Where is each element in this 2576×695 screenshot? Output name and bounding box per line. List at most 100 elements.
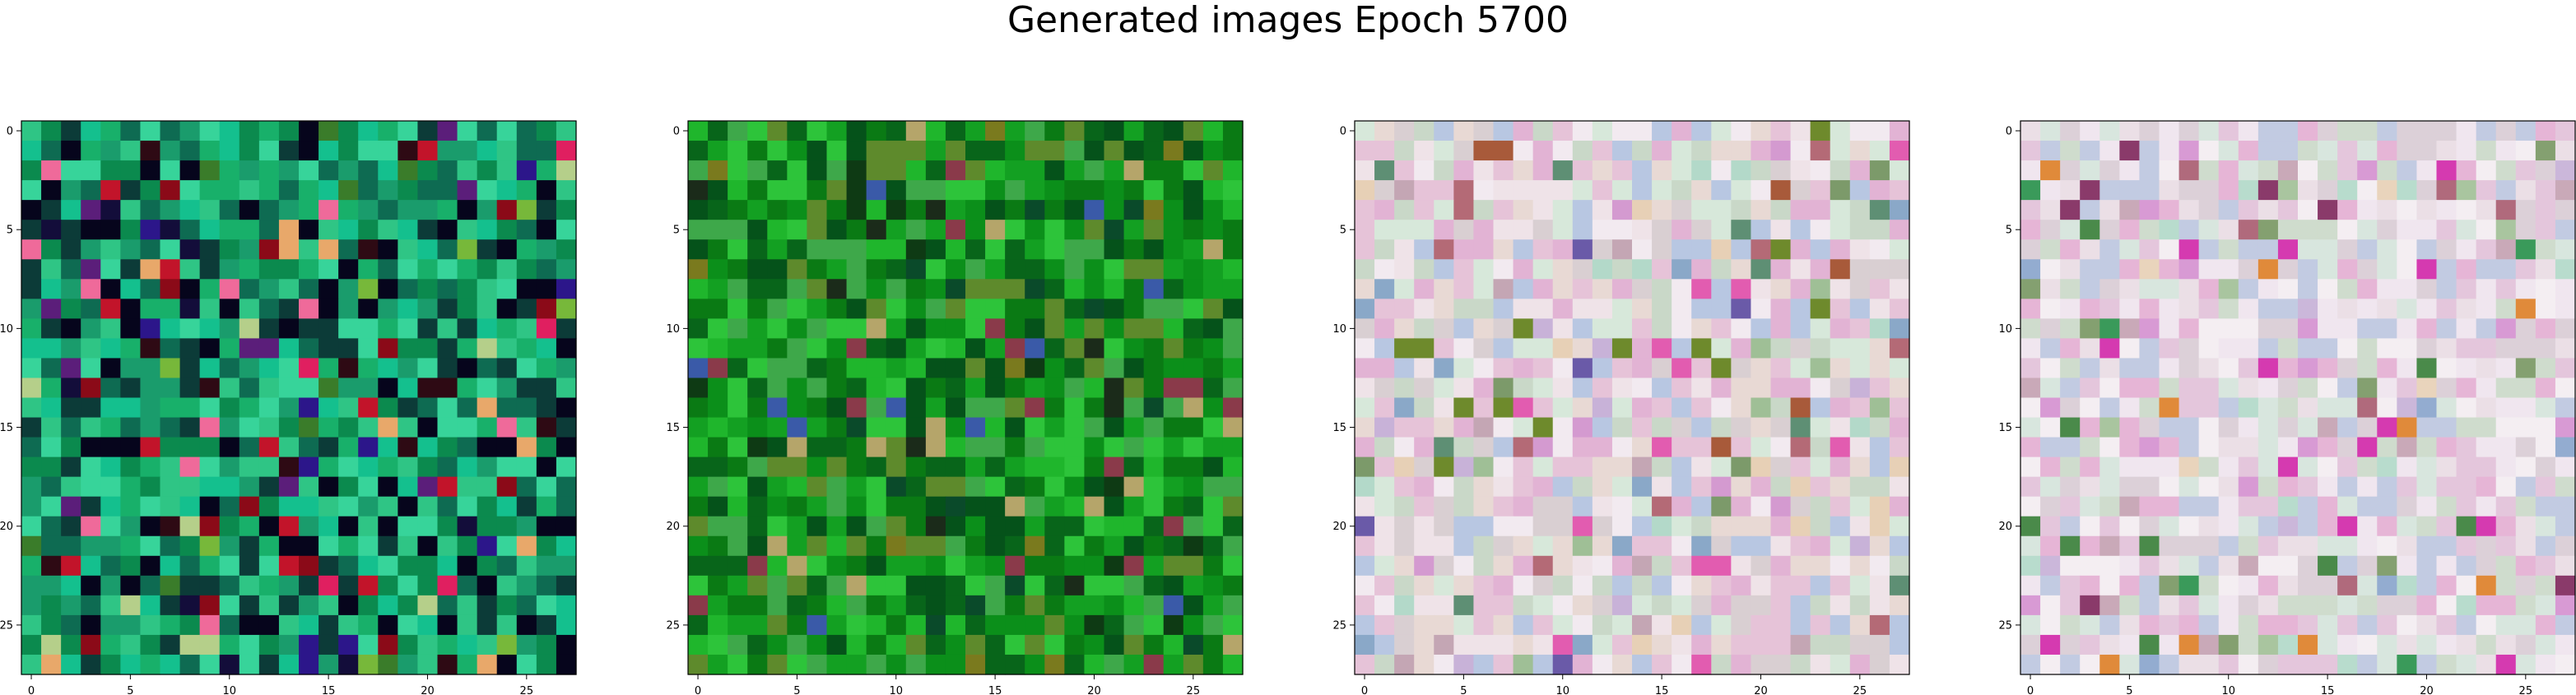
pixel-cell (1104, 200, 1125, 220)
pixel-cell (2238, 160, 2259, 181)
pixel-cell (2119, 180, 2141, 201)
pixel-cell (688, 654, 709, 675)
pixel-cell (1731, 555, 1752, 577)
pixel-cell (378, 180, 398, 201)
pixel-cell (1691, 595, 1712, 616)
pixel-cell (2159, 378, 2180, 399)
pixel-cell (140, 496, 161, 517)
pixel-cell (2040, 200, 2061, 220)
pixel-cell (2436, 160, 2457, 181)
pixel-cell (2298, 180, 2318, 201)
pixel-cell (1414, 160, 1434, 181)
pixel-cell (2159, 417, 2180, 438)
pixel-cell (925, 318, 946, 339)
pixel-cell (1711, 378, 1732, 399)
pixel-cell (1394, 496, 1415, 517)
pixel-cell (1202, 200, 1224, 220)
pixel-cell (2515, 338, 2536, 359)
pixel-cell (1064, 378, 1086, 399)
pixel-cell (1592, 141, 1613, 161)
pixel-cell (1493, 634, 1514, 656)
pixel-cell (160, 318, 181, 339)
pixel-cell (358, 654, 379, 675)
pixel-cell (1163, 121, 1184, 141)
pixel-cell (1711, 121, 1732, 141)
pixel-cell (1830, 358, 1851, 379)
pixel-cell (1611, 397, 1633, 419)
pixel-cell (2318, 180, 2338, 201)
pixel-cell (219, 358, 240, 379)
pixel-cell (378, 299, 398, 319)
pixel-cell (2456, 634, 2477, 656)
pixel-cell (2218, 417, 2239, 438)
pixel-cell (747, 397, 768, 419)
pixel-cell (1355, 654, 1375, 675)
pixel-cell (2139, 614, 2160, 636)
pixel-cell (1889, 654, 1910, 675)
pixel-cell (2318, 338, 2338, 359)
pixel-cell (319, 496, 339, 517)
y-tick-label: 25 (0, 619, 13, 632)
pixel-cell (1453, 279, 1475, 299)
pixel-cell (945, 654, 966, 675)
pixel-cell (556, 397, 577, 419)
pixel-cell (1183, 378, 1204, 399)
pixel-cell (1414, 397, 1434, 419)
pixel-cell (258, 180, 280, 201)
pixel-cell (905, 535, 927, 557)
pixel-cell (219, 496, 240, 517)
pixel-cell (2178, 476, 2200, 498)
pixel-cell (905, 160, 927, 181)
pixel-cell (767, 121, 788, 141)
pixel-cell (556, 516, 577, 537)
pixel-cell (2555, 299, 2576, 319)
pixel-cell (2159, 279, 2180, 299)
pixel-cell (1691, 555, 1712, 577)
pixel-cell (1672, 535, 1692, 557)
pixel-cell (2099, 299, 2120, 319)
pixel-cell (1414, 516, 1434, 537)
pixel-cell (2535, 318, 2556, 339)
pixel-cell (1025, 476, 1045, 498)
pixel-cell (2476, 299, 2497, 319)
pixel-cell (398, 318, 419, 339)
pixel-cell (457, 575, 478, 596)
pixel-cell (2060, 141, 2081, 161)
pixel-cell (417, 279, 439, 299)
pixel-cell (2198, 200, 2220, 220)
pixel-cell (2119, 397, 2141, 419)
pixel-cell (866, 417, 887, 438)
pixel-cell (100, 417, 121, 438)
pixel-cell (2397, 476, 2418, 498)
pixel-cell (985, 180, 1006, 201)
pixel-cell (2040, 220, 2061, 240)
pixel-cell (1084, 614, 1105, 636)
pixel-cell (1025, 595, 1045, 616)
pixel-cell (2416, 338, 2438, 359)
pixel-cell (1202, 239, 1224, 260)
pixel-cell (61, 220, 81, 240)
pixel-cell (747, 259, 768, 280)
pixel-cell (338, 456, 359, 478)
pixel-cell (1592, 239, 1613, 260)
pixel-cell (1025, 575, 1045, 596)
pixel-cell (61, 614, 81, 636)
pixel-cell (1493, 476, 1514, 498)
pixel-cell (1374, 555, 1395, 577)
pixel-cell (437, 535, 458, 557)
pixel-cell (1104, 121, 1125, 141)
pixel-cell (1453, 358, 1475, 379)
pixel-cell (61, 279, 81, 299)
pixel-cell (1731, 259, 1752, 280)
pixel-cell (1163, 279, 1184, 299)
pixel-cell (278, 220, 300, 240)
pixel-cell (437, 516, 458, 537)
pixel-cell (1025, 318, 1045, 339)
pixel-cell (536, 555, 557, 577)
pixel-cell (299, 378, 319, 399)
pixel-cell (496, 279, 518, 299)
pixel-cell (1493, 575, 1514, 596)
pixel-cell (219, 180, 240, 201)
pixel-cell (2099, 417, 2120, 438)
pixel-cell (516, 555, 537, 577)
